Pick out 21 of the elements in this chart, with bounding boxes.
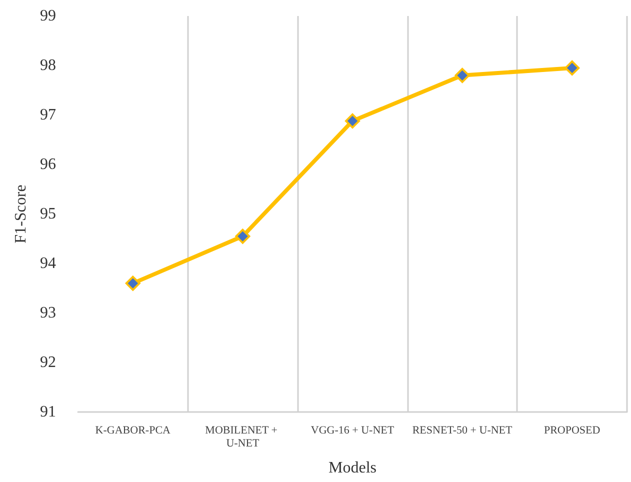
y-tick-label: 96: [40, 156, 56, 173]
y-tick-label: 93: [40, 304, 56, 322]
point: [345, 113, 360, 128]
point: [125, 276, 140, 291]
y-tick-label: 94: [40, 255, 56, 272]
x-tick-label: PROPOSED: [544, 424, 600, 436]
y-axis-title: F1-Score: [12, 184, 30, 244]
x-tick-label: VGG-16 + U-NET: [310, 424, 394, 436]
x-tick-label: MOBILENET + U-NET: [205, 424, 280, 450]
y-tick-label: 91: [40, 404, 56, 420]
x-axis-title: Models: [328, 460, 376, 476]
y-tick-label: 97: [40, 106, 56, 124]
y-tick-label: 98: [40, 57, 56, 74]
point: [235, 228, 250, 244]
y-tick-label: 92: [40, 354, 56, 371]
x-tick-label: RESNET-50 + U-NET: [412, 424, 513, 436]
y-tick-label: 99: [40, 8, 56, 24]
y-tick-label: 95: [40, 206, 56, 222]
point: [564, 60, 580, 76]
point: [454, 68, 470, 83]
x-tick-label: K-GABOR-PCA: [95, 424, 171, 436]
